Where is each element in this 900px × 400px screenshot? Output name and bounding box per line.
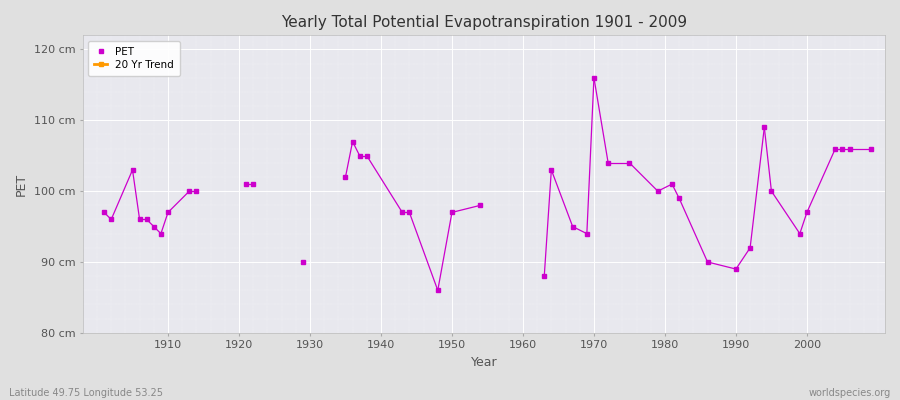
PET bbox=[298, 260, 309, 264]
PET bbox=[355, 153, 365, 158]
PET bbox=[240, 182, 251, 186]
PET bbox=[362, 153, 373, 158]
PET bbox=[134, 217, 145, 222]
PET bbox=[99, 210, 110, 215]
PET bbox=[795, 231, 806, 236]
X-axis label: Year: Year bbox=[471, 356, 497, 369]
PET bbox=[163, 210, 174, 215]
Text: Latitude 49.75 Longitude 53.25: Latitude 49.75 Longitude 53.25 bbox=[9, 388, 163, 398]
PET bbox=[567, 224, 578, 229]
PET bbox=[397, 210, 408, 215]
PET bbox=[347, 139, 358, 144]
PET bbox=[744, 246, 755, 250]
PET bbox=[539, 274, 550, 278]
PET bbox=[830, 146, 841, 151]
PET bbox=[844, 146, 855, 151]
Text: worldspecies.org: worldspecies.org bbox=[809, 388, 891, 398]
PET bbox=[624, 160, 634, 165]
PET bbox=[603, 160, 614, 165]
PET bbox=[141, 217, 152, 222]
Y-axis label: PET: PET bbox=[15, 172, 28, 196]
Legend: PET, 20 Yr Trend: PET, 20 Yr Trend bbox=[88, 40, 180, 76]
PET bbox=[702, 260, 713, 264]
PET bbox=[802, 210, 813, 215]
PET bbox=[589, 76, 599, 80]
PET bbox=[546, 168, 557, 172]
PET bbox=[191, 189, 202, 194]
PET bbox=[674, 196, 685, 201]
PET bbox=[106, 217, 117, 222]
PET bbox=[248, 182, 258, 186]
PET bbox=[766, 189, 777, 194]
PET bbox=[652, 189, 663, 194]
PET bbox=[581, 231, 592, 236]
PET bbox=[866, 146, 877, 151]
PET bbox=[475, 203, 486, 208]
PET bbox=[667, 182, 678, 186]
PET bbox=[446, 210, 457, 215]
PET bbox=[759, 125, 769, 130]
PET bbox=[156, 231, 166, 236]
PET bbox=[340, 174, 351, 179]
PET bbox=[837, 146, 848, 151]
PET bbox=[432, 288, 443, 293]
PET bbox=[731, 267, 742, 272]
PET bbox=[184, 189, 194, 194]
Title: Yearly Total Potential Evapotranspiration 1901 - 2009: Yearly Total Potential Evapotranspiratio… bbox=[281, 15, 687, 30]
Line: PET: PET bbox=[103, 76, 872, 292]
PET bbox=[148, 224, 159, 229]
PET bbox=[127, 168, 138, 172]
PET bbox=[404, 210, 415, 215]
